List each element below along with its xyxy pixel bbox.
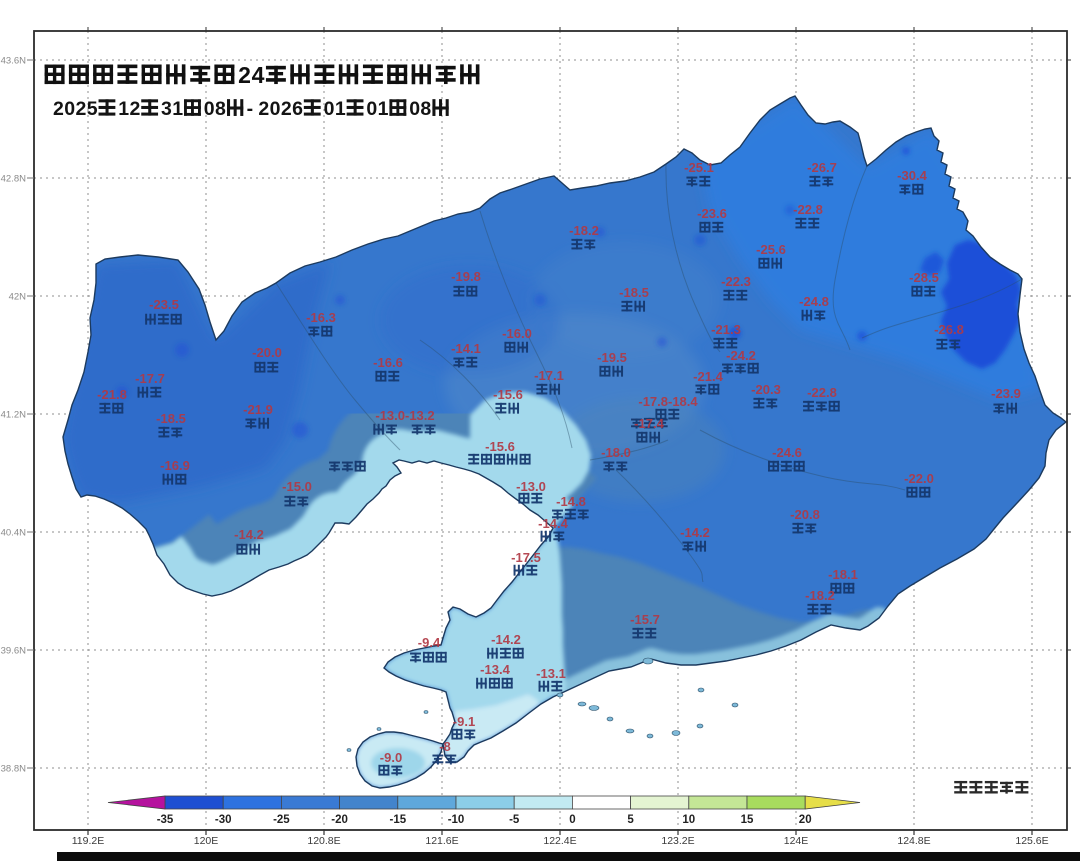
svg-text:-22.0: -22.0	[904, 471, 934, 486]
svg-text:-5: -5	[509, 814, 520, 826]
svg-text:15: 15	[741, 814, 754, 826]
svg-text:-21.8: -21.8	[97, 387, 127, 402]
svg-text:-26.7: -26.7	[807, 160, 837, 175]
svg-text:-9.1: -9.1	[453, 714, 475, 729]
svg-text:-20.0: -20.0	[252, 345, 282, 360]
svg-text:-14.1: -14.1	[451, 341, 481, 356]
svg-text:43.6N: 43.6N	[1, 56, 26, 67]
svg-text:125.6E: 125.6E	[1015, 835, 1048, 847]
svg-text:-24.2: -24.2	[726, 348, 756, 363]
svg-text:12: 12	[118, 98, 141, 120]
svg-text:-13.1: -13.1	[536, 666, 566, 681]
svg-text:38.8N: 38.8N	[1, 764, 26, 775]
svg-text:-8: -8	[439, 739, 451, 754]
svg-text:-18.2: -18.2	[569, 223, 599, 238]
svg-text:-: -	[247, 98, 254, 120]
svg-text:-22.8: -22.8	[807, 385, 837, 400]
svg-text:120E: 120E	[194, 835, 219, 847]
svg-text:08: 08	[204, 98, 227, 120]
svg-text:-19.5: -19.5	[597, 350, 627, 365]
svg-text:-14.2: -14.2	[234, 527, 264, 542]
svg-text:-17.7: -17.7	[135, 371, 165, 386]
svg-text:-18.1: -18.1	[828, 567, 858, 582]
svg-text:-15.0: -15.0	[282, 479, 312, 494]
svg-text:120.8E: 120.8E	[307, 835, 340, 847]
svg-text:01: 01	[324, 98, 347, 120]
svg-text:-15.6: -15.6	[493, 387, 523, 402]
svg-text:-18.5: -18.5	[619, 285, 649, 300]
svg-text:122.4E: 122.4E	[543, 835, 576, 847]
svg-text:40.4N: 40.4N	[1, 528, 26, 539]
svg-text:-15.6: -15.6	[485, 439, 515, 454]
svg-text:-21.3: -21.3	[711, 322, 741, 337]
svg-text:119.2E: 119.2E	[72, 835, 105, 847]
svg-text:-24.6: -24.6	[772, 445, 802, 460]
svg-text:-30.4: -30.4	[897, 168, 927, 183]
svg-text:-22.3: -22.3	[721, 274, 751, 289]
svg-text:2025: 2025	[53, 98, 98, 120]
svg-text:-13.4: -13.4	[480, 662, 510, 677]
svg-text:-15.7: -15.7	[630, 612, 660, 627]
svg-text:-17.5: -17.5	[511, 550, 541, 565]
svg-text:-24.8: -24.8	[799, 294, 829, 309]
svg-text:-17.4: -17.4	[634, 416, 664, 431]
svg-text:-18.0: -18.0	[601, 445, 631, 460]
svg-text:-20: -20	[331, 814, 348, 826]
svg-text:-21.4: -21.4	[693, 369, 723, 384]
svg-text:-16.3: -16.3	[306, 310, 336, 325]
svg-text:42.8N: 42.8N	[1, 174, 26, 185]
svg-text:-13.0-13.2: -13.0-13.2	[375, 408, 434, 423]
svg-text:5: 5	[627, 814, 634, 826]
svg-text:-23.9: -23.9	[991, 386, 1021, 401]
svg-text:-17.1: -17.1	[534, 368, 564, 383]
svg-text:42N: 42N	[9, 292, 27, 303]
svg-text:-14.4: -14.4	[538, 516, 568, 531]
svg-text:-35: -35	[157, 814, 174, 826]
svg-text:-25.1: -25.1	[684, 160, 714, 175]
svg-text:-22.8: -22.8	[793, 202, 823, 217]
svg-text:-18.5: -18.5	[156, 411, 186, 426]
svg-text:-20.8: -20.8	[790, 507, 820, 522]
svg-text:-14.2: -14.2	[680, 525, 710, 540]
svg-text:123.2E: 123.2E	[661, 835, 694, 847]
svg-text:01: 01	[366, 98, 389, 120]
svg-text:08: 08	[409, 98, 432, 120]
svg-text:-16.0: -16.0	[502, 326, 532, 341]
svg-text:-21.9: -21.9	[243, 402, 273, 417]
svg-text:31: 31	[161, 98, 184, 120]
svg-text:-25: -25	[273, 814, 290, 826]
svg-text:-13.0: -13.0	[516, 479, 546, 494]
svg-text:-30: -30	[215, 814, 232, 826]
svg-text:41.2N: 41.2N	[1, 410, 26, 421]
svg-text:124.8E: 124.8E	[897, 835, 930, 847]
svg-text:-20.3: -20.3	[751, 382, 781, 397]
svg-text:-16.9: -16.9	[160, 458, 190, 473]
svg-text:-18.2: -18.2	[805, 588, 835, 603]
svg-text:-9.4: -9.4	[418, 635, 441, 650]
svg-text:-28.5: -28.5	[909, 270, 939, 285]
svg-text:-10: -10	[448, 814, 465, 826]
svg-text:121.6E: 121.6E	[425, 835, 458, 847]
svg-text:10: 10	[682, 814, 695, 826]
svg-text:-23.6: -23.6	[697, 206, 727, 221]
svg-text:-26.8: -26.8	[934, 322, 964, 337]
svg-text:-14.8: -14.8	[556, 494, 586, 509]
svg-text:124E: 124E	[784, 835, 809, 847]
svg-text:-19.8: -19.8	[451, 269, 481, 284]
svg-text:-17.8-18.4: -17.8-18.4	[638, 394, 698, 409]
svg-text:-16.6: -16.6	[373, 355, 403, 370]
svg-text:2026: 2026	[258, 98, 303, 120]
svg-text:-25.6: -25.6	[756, 242, 786, 257]
svg-text:24: 24	[238, 62, 265, 88]
svg-text:-9.0: -9.0	[380, 750, 402, 765]
svg-text:-23.5: -23.5	[149, 297, 179, 312]
svg-text:39.6N: 39.6N	[1, 646, 26, 657]
svg-text:20: 20	[799, 814, 812, 826]
svg-text:0: 0	[569, 814, 575, 826]
svg-text:-14.2: -14.2	[491, 632, 521, 647]
svg-text:-15: -15	[389, 814, 406, 826]
